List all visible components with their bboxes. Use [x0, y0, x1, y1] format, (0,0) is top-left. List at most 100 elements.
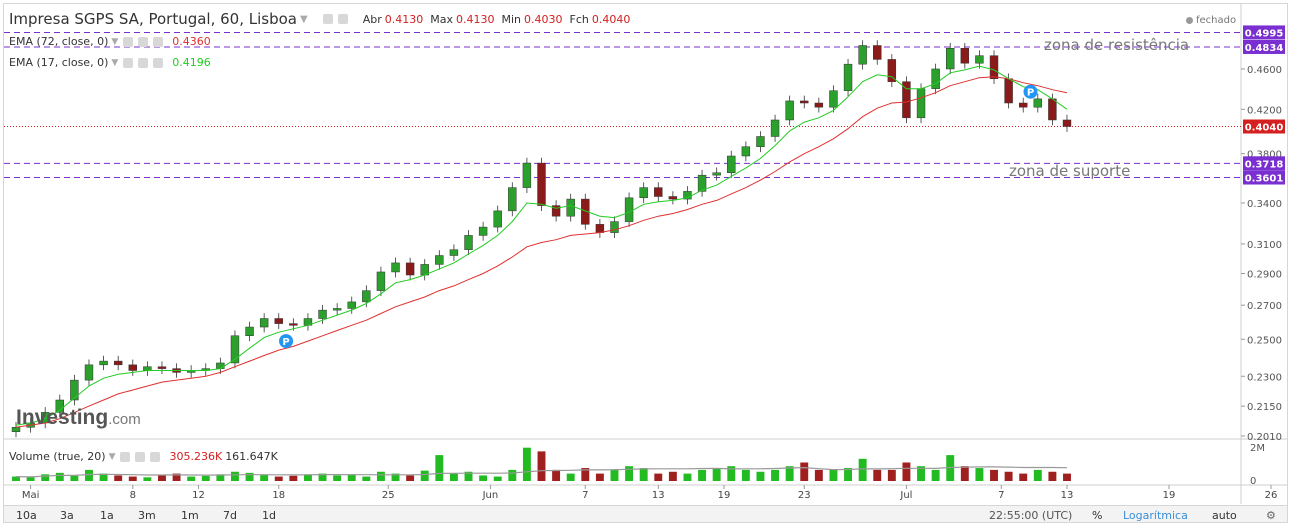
- volume-bar: [771, 469, 780, 481]
- p-marker: [279, 334, 294, 349]
- candle-body: [902, 81, 911, 119]
- clock-time: 22:55:00 (UTC): [989, 509, 1073, 522]
- low-label: Min: [501, 12, 522, 26]
- volume-bar: [873, 469, 882, 481]
- volume-bar: [420, 470, 429, 481]
- x-tick-label: 7: [998, 490, 1004, 501]
- y-tick-label: 0.4600: [1247, 65, 1282, 76]
- candle-body: [289, 323, 298, 326]
- eye-icon[interactable]: [123, 36, 134, 47]
- candle-body: [595, 224, 605, 233]
- open-value: 0.4130: [384, 12, 424, 26]
- range-1a-button[interactable]: 1a: [100, 509, 114, 522]
- open-label: Abr: [362, 12, 382, 26]
- volume-bar: [595, 473, 604, 481]
- candle-body: [756, 136, 765, 147]
- gear-icon[interactable]: [337, 14, 348, 24]
- candle-body: [610, 221, 619, 233]
- log-scale-toggle[interactable]: Logarítmica: [1123, 509, 1188, 522]
- x-tick-label: 7: [582, 490, 588, 501]
- volume-bar: [581, 468, 590, 481]
- y-tick-label: 0.3800: [1247, 150, 1282, 161]
- candle-body: [814, 102, 824, 108]
- volume-bar: [289, 475, 298, 481]
- close-icon[interactable]: [153, 57, 164, 68]
- volume-bar: [625, 466, 634, 481]
- volume-bar: [712, 468, 721, 481]
- gear-icon[interactable]: [138, 36, 149, 47]
- ema72-legend[interactable]: EMA (72, close, 0) ▼ 0.4360: [9, 35, 211, 48]
- candle-body: [916, 88, 926, 119]
- volume-bar: [917, 466, 925, 481]
- chevron-down-icon[interactable]: ▼: [108, 451, 116, 462]
- x-tick-label: 8: [130, 490, 136, 501]
- volume-tick-label: 0: [1250, 476, 1256, 487]
- range-1d-button[interactable]: 1d: [262, 509, 276, 522]
- candle-body: [376, 271, 386, 291]
- chart-frame: 0.4600 0.4200 0.3800 0.3400 0.3100 0.2900 0.27…: [3, 3, 1288, 523]
- close-icon[interactable]: [153, 36, 164, 47]
- x-tick-label: 13: [1061, 490, 1074, 501]
- candle-body: [566, 198, 575, 217]
- candle-body: [946, 48, 955, 70]
- investing-logo: Investing.com: [16, 406, 141, 430]
- volume-bar: [610, 469, 619, 481]
- candle-body: [522, 162, 532, 188]
- price-chart[interactable]: 0.4600 0.4200 0.3800 0.3400 0.3100 0.2900 0.27…: [4, 4, 1288, 504]
- close-icon[interactable]: [150, 451, 161, 462]
- candle-body: [931, 68, 940, 89]
- candle-body: [770, 119, 780, 137]
- range-7d-button[interactable]: 7d: [223, 509, 237, 522]
- candle-body: [785, 100, 794, 121]
- volume-bar: [698, 469, 707, 481]
- candle-body: [143, 366, 152, 371]
- last-price-label-bg: [1243, 119, 1285, 134]
- volume-bar: [814, 469, 823, 481]
- volume-bar: [201, 475, 210, 481]
- candle-body: [960, 48, 970, 64]
- x-tick-label: Jun: [482, 490, 499, 501]
- candle-body: [259, 318, 269, 328]
- volume-bar: [55, 472, 64, 481]
- candle-body: [508, 187, 517, 212]
- price-axis: [1241, 4, 1287, 504]
- volume-bar: [902, 462, 911, 481]
- chevron-down-icon[interactable]: ▼: [111, 57, 119, 68]
- candle-body: [887, 59, 897, 82]
- volume-bar: [858, 458, 867, 481]
- range-3m-button[interactable]: 3m: [138, 509, 156, 522]
- eye-icon[interactable]: [120, 451, 131, 462]
- candle-body: [391, 262, 400, 273]
- auto-scale-toggle[interactable]: auto: [1212, 509, 1237, 522]
- gear-icon[interactable]: [135, 451, 146, 462]
- candle-body: [216, 362, 225, 369]
- p-marker-label: P: [282, 337, 289, 348]
- range-1m-button[interactable]: 1m: [181, 509, 199, 522]
- gear-icon[interactable]: ⚙: [1266, 509, 1276, 522]
- volume-legend[interactable]: Volume (true, 20) ▼ 305.236K 161.647K: [9, 450, 278, 463]
- chevron-down-icon[interactable]: ▼: [300, 13, 308, 25]
- volume-average-line: [15, 466, 1068, 478]
- chevron-down-icon[interactable]: ▼: [111, 36, 119, 47]
- candle-body: [727, 155, 736, 173]
- p-marker: [1023, 84, 1038, 99]
- range-10a-button[interactable]: 10a: [16, 509, 37, 522]
- ema17-legend[interactable]: EMA (17, close, 0) ▼ 0.4196: [9, 56, 211, 69]
- gear-icon[interactable]: [138, 57, 149, 68]
- volume-bar: [245, 472, 254, 481]
- candle-body: [435, 255, 444, 265]
- volume-value-1: 305.236K: [169, 450, 223, 463]
- settings-icon[interactable]: [322, 14, 333, 24]
- candle-body: [70, 379, 79, 401]
- candle-body: [624, 197, 634, 222]
- eye-icon[interactable]: [123, 57, 134, 68]
- y-tick-label: 0.2150: [1247, 402, 1282, 413]
- volume-bar: [172, 473, 181, 481]
- level-label: 0.4995: [1245, 28, 1284, 39]
- range-3a-button[interactable]: 3a: [60, 509, 74, 522]
- percent-toggle[interactable]: %: [1092, 509, 1103, 522]
- candle-body: [741, 146, 751, 157]
- volume-bar: [1004, 471, 1013, 481]
- candle-body: [989, 55, 999, 79]
- volume-bar: [99, 473, 108, 481]
